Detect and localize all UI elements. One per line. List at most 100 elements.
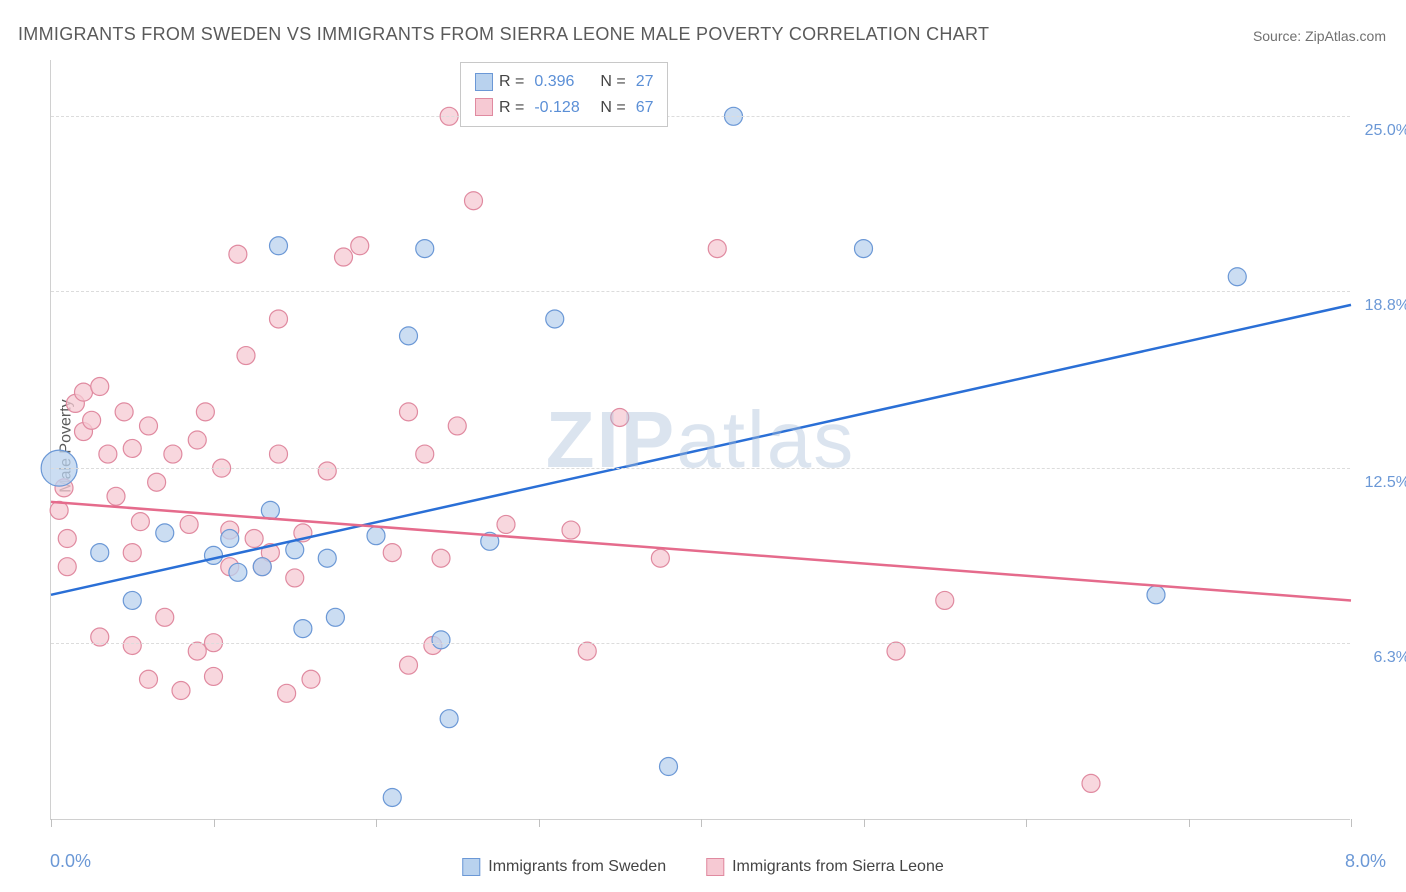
data-point <box>286 541 304 559</box>
data-point <box>205 667 223 685</box>
legend-item: Immigrants from Sweden <box>462 858 666 876</box>
data-point <box>75 383 93 401</box>
data-point <box>936 591 954 609</box>
data-point <box>708 240 726 258</box>
data-point <box>107 487 125 505</box>
data-point <box>270 237 288 255</box>
y-tick-label: 18.8% <box>1365 297 1406 315</box>
data-point <box>416 240 434 258</box>
stat-row: R = 0.396N = 27 <box>475 69 653 95</box>
data-point <box>562 521 580 539</box>
data-point <box>302 670 320 688</box>
plot-svg <box>51 60 1350 819</box>
data-point <box>465 192 483 210</box>
y-tick-label: 25.0% <box>1365 122 1406 140</box>
data-point <box>855 240 873 258</box>
data-point <box>432 549 450 567</box>
data-point <box>172 682 190 700</box>
data-point <box>140 417 158 435</box>
data-point <box>400 403 418 421</box>
legend: Immigrants from Sweden Immigrants from Si… <box>462 858 943 876</box>
data-point <box>578 642 596 660</box>
data-point <box>318 549 336 567</box>
data-point <box>651 549 669 567</box>
data-point <box>164 445 182 463</box>
x-tick <box>51 819 52 827</box>
data-point <box>497 515 515 533</box>
data-point <box>1147 586 1165 604</box>
data-point <box>440 710 458 728</box>
stat-r-label: R = <box>499 69 524 95</box>
stat-r-label: R = <box>499 95 524 121</box>
stat-n-label: N = <box>600 95 625 121</box>
gridline <box>51 643 1350 644</box>
x-tick <box>214 819 215 827</box>
data-point <box>245 530 263 548</box>
gridline <box>51 116 1350 117</box>
data-point <box>58 530 76 548</box>
chart-title: IMMIGRANTS FROM SWEDEN VS IMMIGRANTS FRO… <box>18 24 989 45</box>
data-point <box>278 684 296 702</box>
stat-n-value: 67 <box>636 95 654 121</box>
data-point <box>611 408 629 426</box>
data-point <box>286 569 304 587</box>
x-tick <box>1026 819 1027 827</box>
x-tick <box>539 819 540 827</box>
data-point <box>83 411 101 429</box>
data-point <box>448 417 466 435</box>
data-point <box>335 248 353 266</box>
data-point <box>229 245 247 263</box>
data-point <box>261 501 279 519</box>
data-point <box>156 608 174 626</box>
x-tick <box>376 819 377 827</box>
data-point <box>123 636 141 654</box>
data-point <box>180 515 198 533</box>
data-point <box>400 327 418 345</box>
legend-item: Immigrants from Sierra Leone <box>706 858 944 876</box>
x-tick <box>1351 819 1352 827</box>
data-point <box>432 631 450 649</box>
data-point <box>188 642 206 660</box>
stat-n-label: N = <box>600 69 625 95</box>
data-point <box>156 524 174 542</box>
data-point <box>115 403 133 421</box>
stat-row: R = -0.128N = 67 <box>475 95 653 121</box>
x-axis-left-label: 0.0% <box>50 851 91 872</box>
data-point <box>416 445 434 463</box>
stat-n-value: 27 <box>636 69 654 95</box>
x-tick <box>701 819 702 827</box>
stat-r-value: 0.396 <box>534 69 594 95</box>
stat-r-value: -0.128 <box>534 95 594 121</box>
stat-swatch <box>475 98 493 116</box>
data-point <box>99 445 117 463</box>
data-point <box>205 546 223 564</box>
data-point <box>140 670 158 688</box>
source-attribution: Source: ZipAtlas.com <box>1253 28 1386 44</box>
data-point <box>887 642 905 660</box>
data-point <box>270 310 288 328</box>
data-point <box>400 656 418 674</box>
data-point <box>1228 268 1246 286</box>
data-point <box>123 591 141 609</box>
stat-box: R = 0.396N = 27 R = -0.128N = 67 <box>460 62 668 127</box>
data-point <box>123 544 141 562</box>
data-point <box>131 513 149 531</box>
y-tick-label: 6.3% <box>1374 649 1406 667</box>
data-point <box>294 620 312 638</box>
data-point <box>383 788 401 806</box>
data-point <box>237 347 255 365</box>
stat-swatch <box>475 73 493 91</box>
data-point <box>383 544 401 562</box>
x-tick <box>1189 819 1190 827</box>
data-point <box>660 758 678 776</box>
data-point <box>351 237 369 255</box>
source-label: Source: <box>1253 28 1305 44</box>
data-point <box>318 462 336 480</box>
x-axis-right-label: 8.0% <box>1345 851 1386 872</box>
data-point <box>148 473 166 491</box>
data-point <box>546 310 564 328</box>
x-tick <box>864 819 865 827</box>
data-point <box>270 445 288 463</box>
data-point <box>123 439 141 457</box>
data-point <box>196 403 214 421</box>
